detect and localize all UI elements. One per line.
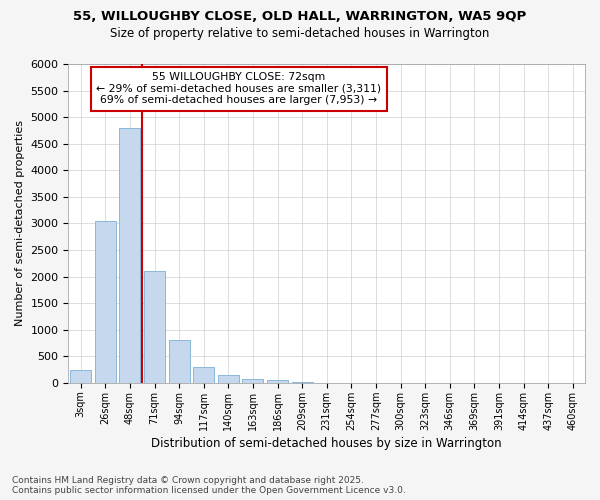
Bar (292, 382, 313, 383)
Bar (218, 375, 239, 383)
Text: 55 WILLOUGHBY CLOSE: 72sqm
← 29% of semi-detached houses are smaller (3,311)
69%: 55 WILLOUGHBY CLOSE: 72sqm ← 29% of semi… (97, 72, 382, 105)
Y-axis label: Number of semi-detached properties: Number of semi-detached properties (15, 120, 25, 326)
Bar (70, 370, 91, 383)
Text: 55, WILLOUGHBY CLOSE, OLD HALL, WARRINGTON, WA5 9QP: 55, WILLOUGHBY CLOSE, OLD HALL, WARRINGT… (73, 10, 527, 23)
Text: Size of property relative to semi-detached houses in Warrington: Size of property relative to semi-detach… (110, 28, 490, 40)
Text: Contains HM Land Registry data © Crown copyright and database right 2025.
Contai: Contains HM Land Registry data © Crown c… (12, 476, 406, 495)
Bar (193, 367, 214, 383)
Bar (242, 378, 263, 383)
Bar (169, 340, 190, 383)
Bar (144, 272, 165, 383)
X-axis label: Distribution of semi-detached houses by size in Warrington: Distribution of semi-detached houses by … (151, 437, 502, 450)
Bar (267, 380, 288, 383)
Bar (95, 221, 116, 383)
Bar (119, 128, 140, 383)
